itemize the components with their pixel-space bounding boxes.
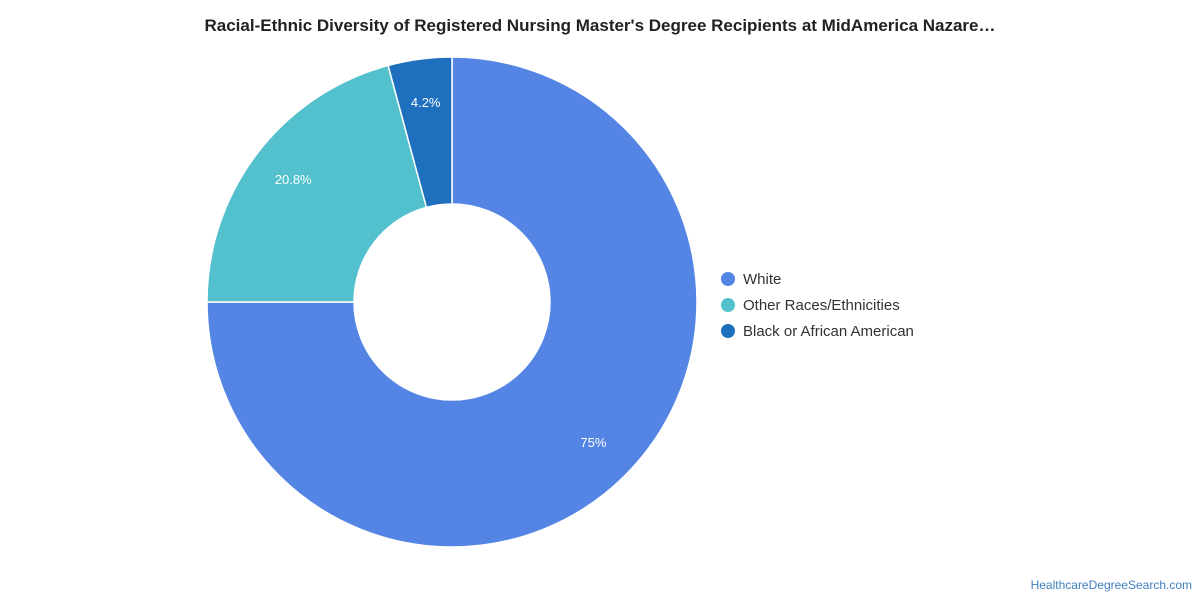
watermark-link[interactable]: HealthcareDegreeSearch.com [1030,578,1192,592]
legend-label-white: White [743,270,782,288]
legend-label-black: Black or African American [743,322,914,340]
legend: White Other Races/Ethnicities Black or A… [721,266,914,344]
slice-2[interactable] [387,56,453,209]
legend-swatch-white [721,272,735,286]
slice-label-2: 4.2% [411,95,441,110]
slice-0[interactable] [206,56,698,548]
slice-label-0: 75% [580,435,606,450]
legend-item-black[interactable]: Black or African American [721,318,914,344]
slice-1[interactable] [206,64,428,303]
slice-label-1: 20.8% [275,172,312,187]
legend-item-other-races[interactable]: Other Races/Ethnicities [721,292,914,318]
legend-item-white[interactable]: White [721,266,914,292]
legend-label-other-races: Other Races/Ethnicities [743,296,900,314]
chart-title: Racial-Ethnic Diversity of Registered Nu… [204,16,996,35]
legend-swatch-other-races [721,298,735,312]
legend-swatch-black [721,324,735,338]
